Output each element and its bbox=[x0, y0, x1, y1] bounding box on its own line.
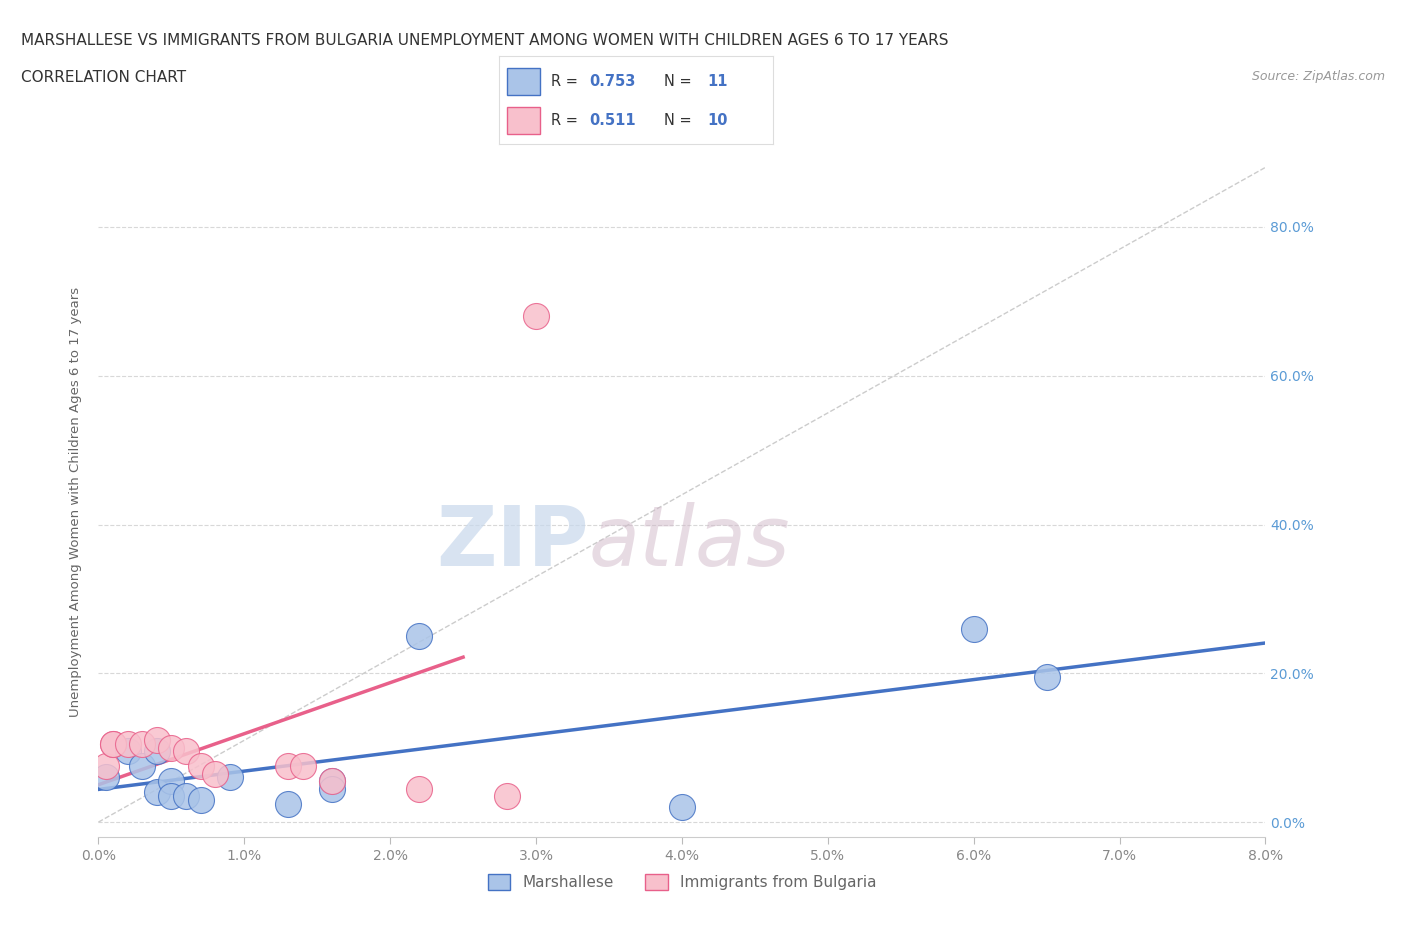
Text: N =: N = bbox=[664, 113, 696, 127]
Point bbox=[321, 781, 343, 796]
Point bbox=[101, 737, 124, 751]
Point bbox=[204, 766, 226, 781]
Point bbox=[117, 737, 139, 751]
Text: 0.511: 0.511 bbox=[589, 113, 637, 127]
Point bbox=[671, 800, 693, 815]
Text: R =: R = bbox=[551, 113, 588, 127]
Text: MARSHALLESE VS IMMIGRANTS FROM BULGARIA UNEMPLOYMENT AMONG WOMEN WITH CHILDREN A: MARSHALLESE VS IMMIGRANTS FROM BULGARIA … bbox=[21, 33, 949, 47]
Point bbox=[174, 744, 197, 759]
Point bbox=[524, 309, 547, 324]
Point bbox=[160, 740, 183, 755]
Point bbox=[131, 737, 153, 751]
Point bbox=[131, 759, 153, 774]
Point bbox=[291, 759, 314, 774]
Point bbox=[160, 789, 183, 804]
Text: Source: ZipAtlas.com: Source: ZipAtlas.com bbox=[1251, 70, 1385, 83]
Text: ZIP: ZIP bbox=[436, 502, 589, 583]
Point bbox=[190, 759, 212, 774]
Point bbox=[408, 781, 430, 796]
Point bbox=[321, 774, 343, 789]
Point bbox=[218, 770, 240, 785]
Point bbox=[174, 789, 197, 804]
Text: 11: 11 bbox=[707, 73, 728, 89]
Legend: Marshallese, Immigrants from Bulgaria: Marshallese, Immigrants from Bulgaria bbox=[481, 868, 883, 897]
Point bbox=[94, 770, 117, 785]
Point bbox=[101, 737, 124, 751]
Point bbox=[146, 785, 169, 800]
Point bbox=[277, 759, 299, 774]
Point bbox=[321, 774, 343, 789]
Text: R =: R = bbox=[551, 73, 582, 89]
Text: CORRELATION CHART: CORRELATION CHART bbox=[21, 70, 186, 85]
Text: 10: 10 bbox=[707, 113, 728, 127]
Point bbox=[146, 744, 169, 759]
Text: N =: N = bbox=[664, 73, 696, 89]
Text: atlas: atlas bbox=[589, 502, 790, 583]
Point bbox=[117, 744, 139, 759]
Point bbox=[1035, 670, 1057, 684]
FancyBboxPatch shape bbox=[508, 107, 540, 134]
Point bbox=[190, 792, 212, 807]
Point bbox=[496, 789, 519, 804]
FancyBboxPatch shape bbox=[508, 68, 540, 95]
Point bbox=[962, 621, 984, 636]
Y-axis label: Unemployment Among Women with Children Ages 6 to 17 years: Unemployment Among Women with Children A… bbox=[69, 287, 83, 717]
Text: 0.753: 0.753 bbox=[589, 73, 636, 89]
Point bbox=[277, 796, 299, 811]
Point bbox=[146, 733, 169, 748]
Point bbox=[160, 774, 183, 789]
Point bbox=[408, 629, 430, 644]
Point bbox=[94, 759, 117, 774]
